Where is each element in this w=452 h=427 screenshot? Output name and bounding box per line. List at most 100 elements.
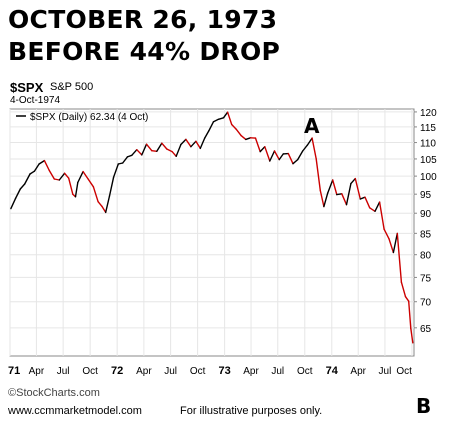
symbol-ticker: $SPX bbox=[10, 80, 44, 95]
price-segment bbox=[136, 148, 143, 156]
x-tick-label: Apr bbox=[136, 366, 152, 377]
copyright-text: ©StockCharts.com bbox=[8, 387, 100, 399]
headline-line-2: BEFORE 44% DROP bbox=[8, 37, 281, 66]
price-segment bbox=[315, 158, 321, 192]
x-tick-label: Oct bbox=[396, 366, 412, 377]
price-segment bbox=[199, 137, 206, 150]
x-axis-ticks: 71 Apr Jul Oct 72 Apr Jul Oct 73 Apr Jul Oct 74 Apr Ju… bbox=[8, 365, 412, 377]
price-segment bbox=[354, 177, 361, 200]
price-segment bbox=[392, 232, 398, 254]
price-segment bbox=[14, 188, 21, 200]
disclaimer-text: For illustrative purposes only. bbox=[180, 405, 323, 417]
price-segment bbox=[161, 142, 168, 150]
x-tick-label: 73 bbox=[219, 365, 231, 377]
price-segment bbox=[350, 177, 356, 185]
price-segment bbox=[166, 148, 173, 153]
price-segment bbox=[327, 179, 334, 194]
price-segment bbox=[297, 150, 304, 161]
price-segment bbox=[156, 142, 163, 153]
price-segment bbox=[245, 137, 252, 141]
price-segment bbox=[306, 137, 313, 146]
annotation-b: B bbox=[416, 394, 431, 418]
x-tick-label: 72 bbox=[111, 365, 123, 377]
price-segment bbox=[208, 120, 215, 132]
price-segment bbox=[278, 153, 284, 161]
price-segment bbox=[396, 232, 403, 283]
y-tick-label: 70 bbox=[420, 298, 432, 309]
price-segment bbox=[203, 130, 210, 139]
price-segment bbox=[240, 134, 247, 141]
price-segment bbox=[104, 195, 111, 214]
x-tick-label: Jul bbox=[271, 366, 284, 377]
y-tick-label: 75 bbox=[420, 273, 432, 284]
price-segment bbox=[185, 138, 192, 148]
price-segment bbox=[74, 181, 79, 198]
x-tick-label: Oct bbox=[190, 366, 206, 377]
x-tick-label: Apr bbox=[350, 366, 366, 377]
price-segment bbox=[38, 159, 46, 165]
price-segment bbox=[190, 140, 197, 148]
price-segment bbox=[383, 228, 390, 240]
price-segment bbox=[19, 183, 26, 190]
price-segment bbox=[273, 150, 280, 161]
price-segment bbox=[43, 159, 50, 172]
price-segment bbox=[87, 178, 95, 188]
price-segment bbox=[287, 152, 294, 165]
symbol-date: 4-Oct-1974 bbox=[10, 95, 61, 106]
price-series bbox=[10, 111, 414, 344]
price-segment bbox=[332, 179, 338, 196]
price-segment bbox=[302, 144, 309, 152]
x-tick-label: 71 bbox=[8, 365, 20, 377]
price-segment bbox=[388, 238, 395, 254]
x-tick-label: Oct bbox=[82, 366, 98, 377]
price-segment bbox=[195, 140, 202, 150]
price-segment bbox=[212, 118, 220, 123]
price-segment bbox=[226, 111, 233, 126]
price-segment bbox=[10, 197, 17, 210]
price-segment bbox=[141, 143, 148, 156]
price-segment bbox=[92, 186, 99, 203]
y-tick-label: 90 bbox=[420, 209, 432, 220]
price-segment bbox=[82, 170, 89, 180]
price-segment bbox=[374, 201, 381, 213]
price-segment bbox=[269, 150, 276, 162]
price-segment bbox=[404, 296, 410, 302]
price-segment bbox=[319, 189, 325, 208]
price-segment bbox=[151, 149, 158, 153]
legend-text: $SPX (Daily) 62.34 (4 Oct) bbox=[30, 112, 148, 123]
price-segment bbox=[341, 193, 348, 206]
price-segment bbox=[345, 182, 352, 206]
price-segment bbox=[58, 172, 66, 181]
chart-legend: $SPX (Daily) 62.34 (4 Oct) bbox=[16, 112, 148, 123]
price-segment bbox=[292, 158, 299, 165]
price-segment bbox=[400, 281, 407, 298]
x-tick-label: Apr bbox=[243, 366, 259, 377]
price-segment bbox=[53, 178, 60, 181]
x-tick-label: Jul bbox=[57, 366, 70, 377]
headline-line-1: OCTOBER 26, 1973 bbox=[8, 5, 278, 34]
x-tick-label: 74 bbox=[326, 365, 339, 377]
price-segment bbox=[97, 200, 103, 208]
x-tick-label: Apr bbox=[29, 366, 45, 377]
price-segment bbox=[24, 173, 31, 185]
x-tick-label: Oct bbox=[297, 366, 313, 377]
price-segment bbox=[171, 150, 177, 158]
price-segment bbox=[217, 117, 225, 121]
price-segment bbox=[145, 143, 153, 152]
website-link[interactable]: www.ccmmarketmodel.com bbox=[8, 405, 142, 417]
price-segment bbox=[131, 148, 138, 157]
price-segment bbox=[67, 177, 74, 195]
price-segment bbox=[235, 128, 242, 137]
y-tick-label: 100 bbox=[420, 172, 437, 183]
y-tick-label: 95 bbox=[420, 190, 432, 201]
price-segment bbox=[175, 143, 182, 158]
price-segment bbox=[311, 137, 317, 160]
price-segment bbox=[48, 169, 55, 180]
price-segment bbox=[410, 327, 414, 344]
price-segment bbox=[222, 111, 229, 119]
symbol-name: S&P 500 bbox=[50, 81, 94, 93]
price-segment bbox=[264, 145, 271, 162]
y-tick-label: 80 bbox=[420, 251, 432, 262]
price-segment bbox=[359, 196, 366, 200]
y-tick-label: 85 bbox=[420, 229, 432, 240]
